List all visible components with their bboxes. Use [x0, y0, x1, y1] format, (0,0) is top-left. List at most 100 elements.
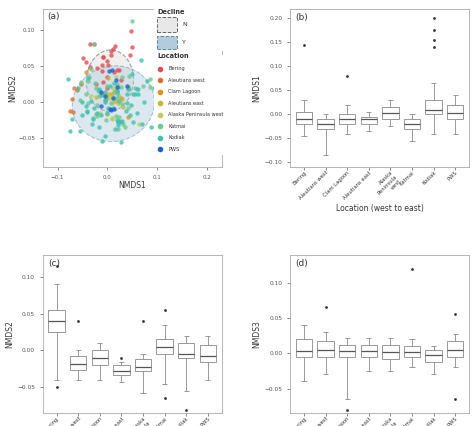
Point — [77, 97, 84, 104]
Point — [112, 112, 120, 119]
Point — [93, 102, 101, 109]
Point — [107, 100, 115, 107]
Bar — [70, 357, 86, 370]
Point — [152, 124, 159, 130]
Point — [117, 138, 125, 145]
Bar — [426, 350, 442, 362]
Point — [103, 74, 110, 81]
Point — [430, 27, 438, 34]
Bar — [113, 365, 130, 375]
Point — [78, 78, 85, 85]
Point — [97, 92, 104, 99]
Bar — [339, 114, 356, 124]
Bar — [318, 119, 334, 129]
Point — [103, 57, 110, 64]
Y-axis label: NMDS1: NMDS1 — [253, 74, 262, 102]
Point — [133, 86, 141, 93]
Point — [87, 66, 95, 73]
Point — [93, 64, 101, 71]
Point — [70, 84, 78, 91]
Point — [109, 95, 117, 102]
Point — [125, 86, 132, 92]
Point — [95, 86, 103, 93]
Point — [430, 36, 438, 43]
Point — [96, 110, 103, 117]
Point — [88, 92, 95, 99]
Point — [102, 117, 110, 124]
Point — [107, 106, 115, 113]
Point — [83, 108, 91, 115]
Point — [91, 80, 99, 87]
Point — [116, 118, 123, 124]
Point — [118, 118, 125, 124]
Point — [147, 124, 155, 130]
Point — [98, 137, 106, 144]
Point — [117, 84, 124, 91]
Point — [109, 67, 116, 74]
Point — [97, 112, 105, 119]
Point — [82, 59, 90, 66]
Point — [117, 118, 125, 125]
Point — [408, 265, 416, 272]
Point — [110, 88, 118, 95]
Point — [129, 90, 137, 97]
X-axis label: NMDS1: NMDS1 — [118, 181, 146, 190]
Point — [122, 123, 129, 130]
Point — [114, 88, 121, 95]
X-axis label: Location (west to east): Location (west to east) — [336, 204, 424, 213]
Text: (c): (c) — [48, 259, 60, 268]
Point — [69, 108, 77, 115]
Point — [107, 82, 114, 89]
Point — [89, 114, 97, 121]
Point — [123, 90, 131, 97]
Point — [118, 354, 125, 361]
Bar — [200, 345, 216, 362]
Point — [66, 128, 73, 135]
Point — [82, 102, 90, 109]
Point — [103, 109, 111, 116]
Point — [150, 85, 158, 92]
Point — [108, 114, 116, 121]
Bar — [426, 100, 442, 114]
Point — [90, 40, 98, 47]
Point — [114, 126, 121, 133]
Point — [430, 43, 438, 50]
Point — [90, 41, 98, 48]
Point — [133, 109, 140, 116]
Point — [99, 90, 106, 97]
Point — [108, 47, 115, 54]
Point — [114, 84, 121, 91]
Point — [95, 92, 102, 99]
Point — [124, 114, 131, 121]
Point — [92, 81, 100, 87]
Point — [74, 317, 82, 324]
Point — [102, 93, 109, 100]
Point — [112, 87, 120, 94]
Point — [164, 105, 172, 112]
Point — [119, 121, 127, 127]
Bar — [91, 351, 108, 365]
Point — [109, 45, 117, 52]
Point — [100, 92, 107, 99]
Point — [117, 76, 124, 83]
Point — [117, 95, 124, 102]
Text: (a): (a) — [48, 12, 60, 21]
Point — [128, 44, 136, 51]
Point — [430, 15, 438, 22]
Point — [110, 105, 118, 112]
Point — [125, 72, 133, 79]
Point — [92, 85, 100, 92]
Point — [105, 104, 112, 111]
Point — [118, 95, 126, 102]
Point — [451, 396, 459, 403]
Bar — [404, 119, 420, 129]
Point — [86, 40, 94, 47]
Point — [86, 63, 94, 70]
Point — [119, 104, 127, 111]
Point — [300, 41, 308, 48]
Point — [105, 67, 112, 74]
Point — [101, 97, 109, 104]
Point — [128, 17, 136, 24]
Point — [98, 62, 106, 69]
Point — [114, 87, 121, 94]
